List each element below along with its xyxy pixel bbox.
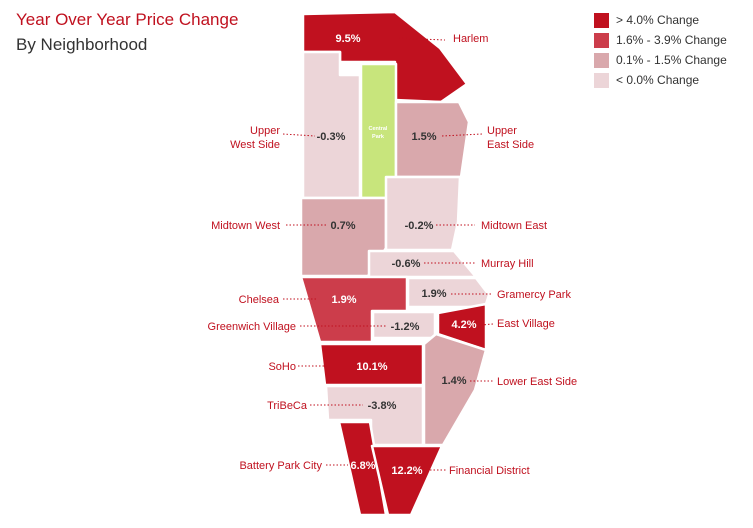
region-chelsea[interactable] bbox=[299, 275, 409, 344]
legend-item-tier4: < 0.0% Change bbox=[594, 70, 727, 90]
value-harlem: 9.5% bbox=[335, 33, 360, 45]
label-lower-east-side: Lower East Side bbox=[497, 376, 577, 388]
region-midtown-east[interactable] bbox=[384, 175, 462, 252]
legend-swatch bbox=[594, 72, 609, 88]
label-east-village: East Village bbox=[497, 318, 555, 330]
region-financial-district[interactable] bbox=[370, 444, 444, 517]
label-greenwich-village: Greenwich Village bbox=[208, 321, 296, 333]
value-murray-hill: -0.6% bbox=[392, 258, 421, 270]
region-upper-east-side[interactable] bbox=[394, 100, 471, 179]
value-gramercy-park: 1.9% bbox=[421, 288, 446, 300]
label-harlem: Harlem bbox=[453, 33, 488, 45]
region-murray-hill[interactable] bbox=[367, 249, 478, 279]
leader-line bbox=[394, 37, 446, 41]
region-tribeca[interactable] bbox=[324, 384, 425, 447]
legend-label: < 0.0% Change bbox=[616, 73, 700, 87]
central-park-label: Central bbox=[369, 126, 388, 132]
value-upper-west-side: -0.3% bbox=[317, 131, 346, 143]
label-upper-west-side: Upper bbox=[250, 125, 280, 137]
value-lower-east-side: 1.4% bbox=[441, 375, 466, 387]
value-financial-district: 12.2% bbox=[391, 465, 422, 477]
label-battery-park-city: Battery Park City bbox=[239, 460, 322, 472]
legend-swatch bbox=[594, 32, 609, 48]
region-lower-east-side[interactable] bbox=[422, 332, 488, 447]
label-gramercy-park: Gramercy Park bbox=[497, 289, 571, 301]
label-midtown-west: Midtown West bbox=[211, 220, 280, 232]
value-upper-east-side: 1.5% bbox=[411, 131, 436, 143]
legend-swatch bbox=[594, 12, 609, 28]
legend: > 4.0% Change 1.6% - 3.9% Change 0.1% - … bbox=[594, 10, 727, 90]
region-upper-west-side[interactable] bbox=[301, 50, 362, 200]
map-subtitle: By Neighborhood bbox=[16, 35, 148, 54]
label-upper-east-side: Upper bbox=[487, 125, 517, 137]
region-battery-park-city[interactable] bbox=[337, 420, 388, 517]
region-gramercy-park[interactable] bbox=[406, 276, 491, 309]
value-tribeca: -3.8% bbox=[368, 400, 397, 412]
label-midtown-east: Midtown East bbox=[481, 220, 547, 232]
value-battery-park-city: 6.8% bbox=[350, 460, 375, 472]
legend-label: 1.6% - 3.9% Change bbox=[616, 33, 727, 47]
legend-item-tier2: 1.6% - 3.9% Change bbox=[594, 30, 727, 50]
value-midtown-east: -0.2% bbox=[405, 220, 434, 232]
legend-item-tier1: > 4.0% Change bbox=[594, 10, 727, 30]
label-upper-west-side: West Side bbox=[230, 139, 280, 151]
central-park-label: Park bbox=[372, 134, 385, 140]
label-chelsea: Chelsea bbox=[239, 294, 280, 306]
legend-label: 0.1% - 1.5% Change bbox=[616, 53, 727, 67]
label-murray-hill: Murray Hill bbox=[481, 258, 534, 270]
legend-item-tier3: 0.1% - 1.5% Change bbox=[594, 50, 727, 70]
legend-label: > 4.0% Change bbox=[616, 13, 700, 27]
legend-swatch bbox=[594, 52, 609, 68]
value-midtown-west: 0.7% bbox=[330, 220, 355, 232]
value-greenwich-village: -1.2% bbox=[391, 321, 420, 333]
value-east-village: 4.2% bbox=[451, 319, 476, 331]
map-title: Year Over Year Price Change bbox=[16, 10, 239, 29]
label-tribeca: TriBeCa bbox=[267, 400, 308, 412]
value-chelsea: 1.9% bbox=[331, 294, 356, 306]
label-upper-east-side: East Side bbox=[487, 139, 534, 151]
label-financial-district: Financial District bbox=[449, 465, 530, 477]
label-soho: SoHo bbox=[268, 361, 296, 373]
value-soho: 10.1% bbox=[356, 361, 387, 373]
